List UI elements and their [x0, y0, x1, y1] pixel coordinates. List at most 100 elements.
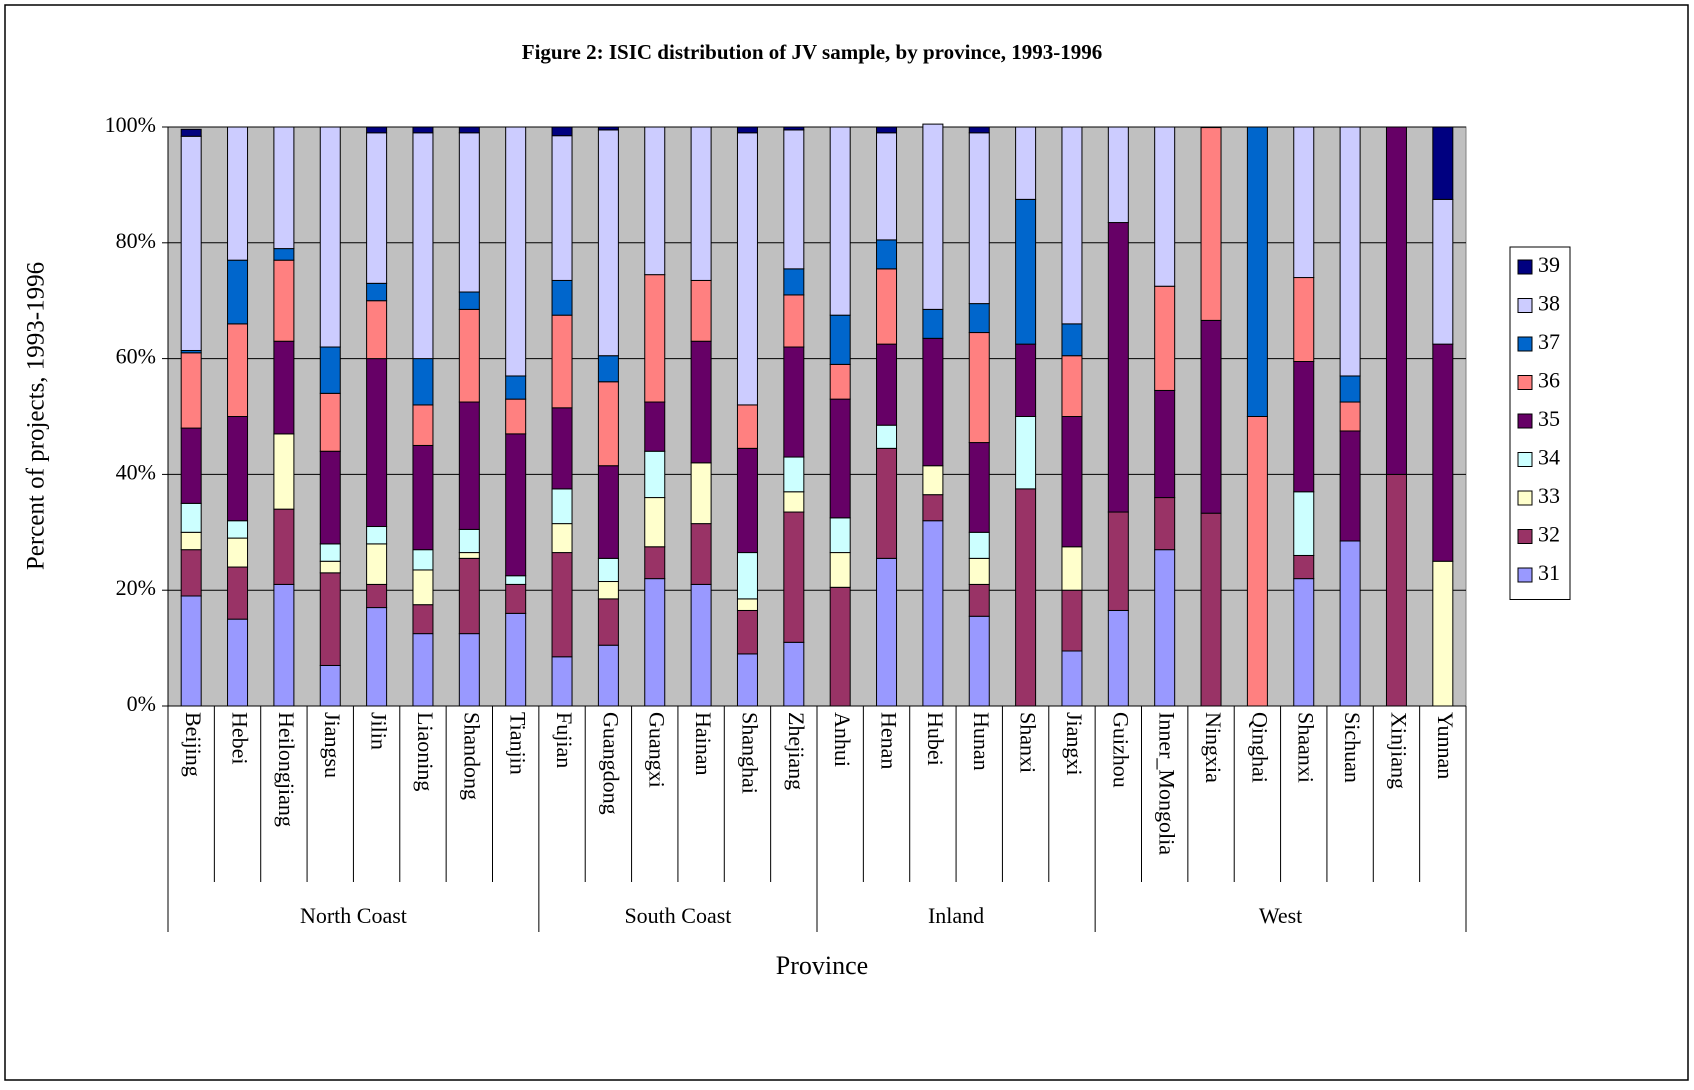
- x-tick-label: Anhui: [830, 712, 855, 767]
- bar-segment: [783, 129, 805, 270]
- bar-segment: [1200, 512, 1222, 707]
- bar-segment: [690, 523, 712, 585]
- legend-label: 36: [1538, 368, 1560, 393]
- x-tick-label: Shandong: [459, 712, 484, 800]
- x-tick-label: Shaanxi: [1294, 712, 1319, 783]
- bar-segment: [273, 433, 295, 510]
- bar-segment: [319, 572, 341, 666]
- x-tick-label: Sichuan: [1340, 712, 1365, 783]
- bar-segment: [1339, 126, 1361, 377]
- bar-segment: [876, 447, 898, 559]
- x-tick-label: Jiangsu: [320, 712, 345, 778]
- x-tick-label: Beijing: [181, 712, 206, 777]
- x-tick-label: Liaoning: [413, 712, 438, 791]
- x-tick-label: Guangxi: [645, 712, 670, 788]
- legend-label: 37: [1538, 329, 1560, 354]
- bar-segment: [783, 511, 805, 643]
- bar-segment: [829, 586, 851, 707]
- bar-segment: [1015, 198, 1037, 345]
- bar-segment: [922, 123, 944, 310]
- bar-segment: [597, 581, 619, 600]
- bar-segment: [458, 308, 480, 403]
- bar-segment: [1061, 126, 1083, 325]
- bar-segment: [1246, 126, 1268, 417]
- x-tick-label: Shanxi: [1016, 712, 1041, 773]
- bar-segment: [1432, 560, 1454, 707]
- bar-segment: [551, 314, 573, 409]
- bar-segment: [736, 132, 758, 406]
- bar-segment: [551, 126, 573, 137]
- x-tick-label: Yunnan: [1433, 712, 1458, 779]
- plot-area: [167, 126, 1467, 707]
- bar-segment: [597, 598, 619, 646]
- bar-segment: [412, 633, 434, 707]
- x-tick-label: Jilin: [367, 712, 392, 750]
- bar-segment: [922, 337, 944, 467]
- bar-segment: [736, 404, 758, 449]
- bar-segment: [736, 609, 758, 655]
- bar-segment: [273, 340, 295, 435]
- bar-segment: [505, 398, 527, 435]
- bar-segment: [273, 259, 295, 342]
- x-tick-label: Shanghai: [737, 712, 762, 794]
- bar-segment: [736, 552, 758, 600]
- x-tick-label: Guangdong: [598, 712, 623, 815]
- bar-segment: [551, 523, 573, 554]
- bar-segment: [1107, 126, 1129, 224]
- bar-segment: [1432, 198, 1454, 345]
- bar-segment: [968, 132, 990, 305]
- bar-segment: [366, 126, 388, 134]
- x-tick-label: Qinghai: [1247, 712, 1272, 783]
- bar-segment: [319, 450, 341, 545]
- y-tick-label: 20%: [116, 575, 156, 600]
- bar-segment: [551, 656, 573, 707]
- legend-label: 33: [1538, 483, 1560, 508]
- bar-segment: [412, 358, 434, 406]
- bar-segment: [736, 126, 758, 134]
- bar-segment: [458, 528, 480, 554]
- bar-segment: [412, 126, 434, 134]
- bar-segment: [783, 456, 805, 493]
- legend-label: 34: [1538, 445, 1560, 470]
- bar-segment: [227, 566, 249, 620]
- bar-segment: [180, 502, 202, 533]
- legend-label: 39: [1538, 252, 1560, 277]
- bar-segment: [690, 279, 712, 342]
- bar-segment: [1293, 360, 1315, 493]
- bar-segment: [319, 392, 341, 452]
- bar-segment: [227, 259, 249, 325]
- group-label: Inland: [928, 903, 984, 928]
- bar-segment: [644, 450, 666, 499]
- bar-segment: [968, 531, 990, 559]
- bar-segment: [644, 274, 666, 403]
- bar-segment: [736, 653, 758, 707]
- bar-segment: [180, 135, 202, 351]
- bar-segment: [180, 427, 202, 504]
- bar-segment: [273, 248, 295, 261]
- bar-segment: [1154, 126, 1176, 287]
- bar-segment: [458, 401, 480, 530]
- bar-segment: [968, 332, 990, 444]
- bar-segment: [412, 444, 434, 551]
- bar-segment: [458, 552, 480, 559]
- bar-segment: [551, 279, 573, 316]
- bar-segment: [644, 497, 666, 548]
- bar-segment: [597, 126, 619, 131]
- bar-segment: [1061, 323, 1083, 357]
- bar-segment: [412, 569, 434, 606]
- bar-segment: [597, 381, 619, 467]
- bar-segment: [505, 433, 527, 577]
- x-tick-label: Guizhou: [1108, 712, 1133, 788]
- bar-segment: [968, 303, 990, 334]
- bar-segment: [366, 132, 388, 284]
- bar-segment: [319, 543, 341, 562]
- bar-segment: [1432, 126, 1454, 200]
- bar-segment: [597, 644, 619, 707]
- bar-segment: [227, 126, 249, 261]
- bar-segment: [1061, 546, 1083, 591]
- y-axis-label: Percent of projects, 1993-1996: [23, 262, 50, 570]
- bar-segment: [922, 494, 944, 522]
- bar-segment: [505, 583, 527, 614]
- bar-segment: [1015, 343, 1037, 417]
